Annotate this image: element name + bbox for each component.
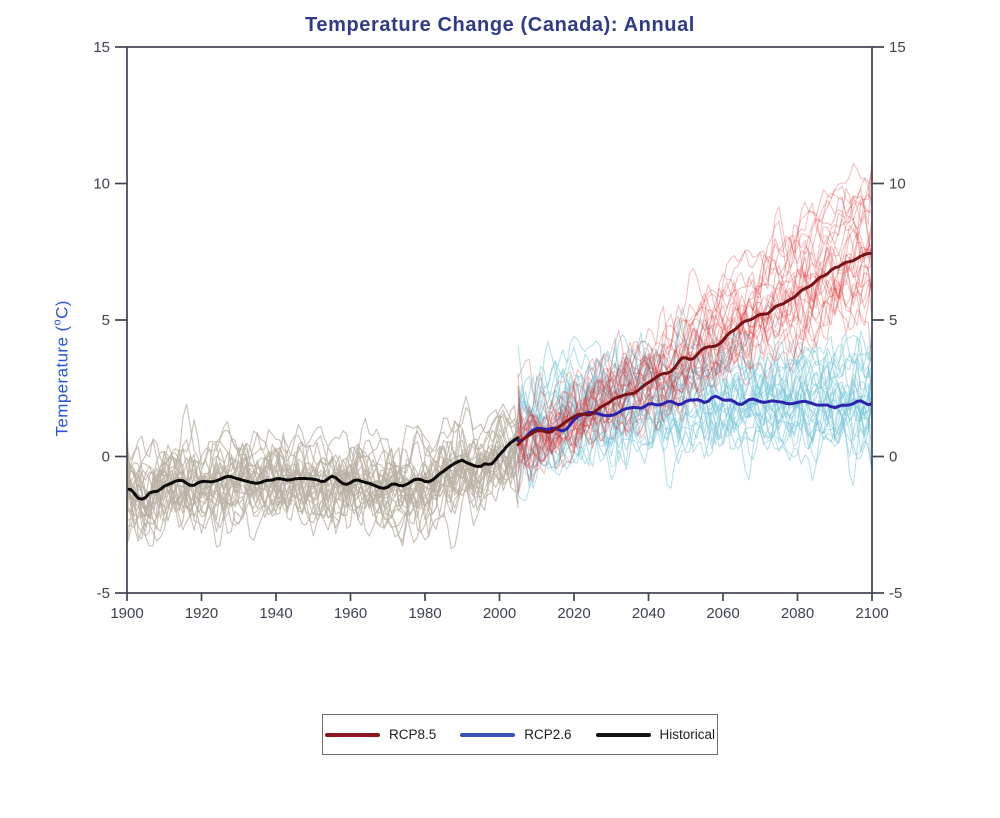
x-tick-label: 2060 bbox=[706, 605, 739, 622]
y-tick-label-right: 15 bbox=[889, 39, 906, 56]
y-tick-label-right: 0 bbox=[889, 449, 897, 466]
x-tick-label: 1900 bbox=[110, 605, 143, 622]
y-axis-tick-labels-right: 15 10 5 0 -5 bbox=[889, 39, 906, 602]
ensemble-member-line bbox=[517, 168, 872, 482]
rcp26-mean-line bbox=[516, 394, 872, 443]
ensemble-member-line bbox=[517, 266, 872, 483]
x-tick-label: 2040 bbox=[632, 605, 665, 622]
x-tick-label: 1960 bbox=[334, 605, 367, 622]
legend: RCP8.5 RCP2.6 Historical bbox=[322, 714, 718, 755]
ensemble-member-line bbox=[517, 373, 872, 496]
x-tick-label: 2080 bbox=[781, 605, 814, 622]
ensemble-member-line bbox=[127, 428, 519, 524]
mean-line bbox=[516, 394, 872, 443]
ensemble-member-line bbox=[517, 233, 872, 446]
legend-swatch-historical bbox=[595, 732, 651, 737]
legend-item-rcp26: RCP2.6 bbox=[460, 727, 572, 742]
rcp26-ensemble-lines bbox=[517, 301, 872, 502]
ensemble-member-line bbox=[127, 439, 519, 548]
x-axis-ticks bbox=[126, 593, 873, 601]
x-tick-label: 2100 bbox=[855, 605, 888, 622]
y-tick-label-left: 0 bbox=[102, 449, 110, 466]
ensemble-member-line bbox=[127, 413, 519, 531]
ensemble-member-line bbox=[127, 404, 519, 496]
x-tick-label: 1980 bbox=[408, 605, 441, 622]
y-tick-label-right: 10 bbox=[889, 176, 906, 193]
ensemble-member-line bbox=[517, 352, 872, 478]
ensemble-member-line bbox=[517, 241, 872, 435]
ensemble-member-line bbox=[517, 162, 872, 462]
mean-line bbox=[516, 251, 872, 447]
ensemble-member-line bbox=[517, 249, 872, 475]
legend-label-rcp85: RCP8.5 bbox=[388, 727, 437, 742]
ensemble-member-line bbox=[127, 426, 519, 519]
ensemble-member-line bbox=[517, 280, 872, 467]
ensemble-member-line bbox=[517, 372, 872, 469]
ensemble-member-line bbox=[517, 248, 872, 462]
x-tick-label: 1920 bbox=[185, 605, 218, 622]
ensemble-member-line bbox=[517, 218, 872, 432]
chart-title: Temperature Change (Canada): Annual bbox=[305, 14, 695, 36]
ensemble-member-line bbox=[517, 177, 872, 431]
x-tick-label: 2020 bbox=[557, 605, 590, 622]
ensemble-member-line bbox=[127, 445, 519, 550]
historical-mean-line bbox=[127, 436, 520, 501]
ensemble-member-line bbox=[517, 231, 872, 458]
ensemble-member-line bbox=[517, 216, 872, 453]
legend-label-historical: Historical bbox=[659, 727, 716, 742]
y-axis-ticks-right bbox=[872, 46, 884, 594]
ensemble-member-line bbox=[517, 375, 872, 487]
ensemble-member-line bbox=[518, 279, 872, 461]
ensemble-member-line bbox=[517, 159, 872, 494]
x-tick-label: 2000 bbox=[483, 605, 516, 622]
legend-swatch-rcp26 bbox=[460, 732, 516, 737]
chart-canvas: 1900 1920 1940 1960 1980 2000 2020 2040 2060 2080… bbox=[93, 39, 906, 622]
ensemble-member-line bbox=[517, 331, 872, 416]
plot-frame bbox=[126, 46, 873, 594]
legend-label-rcp26: RCP2.6 bbox=[524, 727, 572, 742]
ensemble-member-line bbox=[517, 369, 872, 452]
legend-item-rcp85: RCP8.5 bbox=[324, 727, 437, 742]
y-tick-label-left: 5 bbox=[102, 312, 110, 329]
ensemble-member-line bbox=[127, 395, 519, 493]
ensemble-member-line bbox=[518, 214, 872, 467]
y-tick-label-left: -5 bbox=[97, 585, 110, 602]
historical-ensemble-lines bbox=[127, 395, 519, 550]
ensemble-member-line bbox=[127, 403, 519, 484]
ensemble-member-line bbox=[517, 264, 872, 455]
legend-swatch-rcp85 bbox=[324, 732, 380, 737]
y-axis-tick-labels-left: 15 10 5 0 -5 bbox=[93, 39, 110, 602]
x-tick-label: 1940 bbox=[259, 605, 292, 622]
ensemble-member-line bbox=[517, 337, 872, 431]
y-axis-ticks-left bbox=[115, 46, 127, 594]
ensemble-member-line bbox=[517, 360, 872, 459]
y-tick-label-left: 15 bbox=[93, 39, 110, 56]
ensemble-member-line bbox=[517, 243, 872, 494]
legend-item-historical: Historical bbox=[595, 727, 716, 742]
ensemble-member-line bbox=[517, 164, 872, 470]
rcp85-ensemble-lines bbox=[517, 159, 872, 494]
x-axis-tick-labels: 1900 1920 1940 1960 1980 2000 2020 2040 2060 2080… bbox=[110, 605, 888, 622]
y-tick-label-right: -5 bbox=[889, 585, 902, 602]
y-tick-label-left: 10 bbox=[93, 176, 110, 193]
ensemble-member-line bbox=[517, 228, 872, 468]
y-tick-label-right: 5 bbox=[889, 312, 897, 329]
ensemble-member-line bbox=[517, 380, 872, 489]
ensemble-member-line bbox=[517, 245, 872, 464]
ensemble-member-line bbox=[517, 245, 872, 474]
mean-line bbox=[127, 436, 520, 501]
ensemble-member-line bbox=[517, 240, 872, 449]
ensemble-member-line bbox=[517, 187, 872, 445]
ensemble-member-line bbox=[127, 446, 519, 547]
ensemble-member-line bbox=[127, 440, 519, 520]
rcp85-mean-line bbox=[516, 251, 872, 447]
